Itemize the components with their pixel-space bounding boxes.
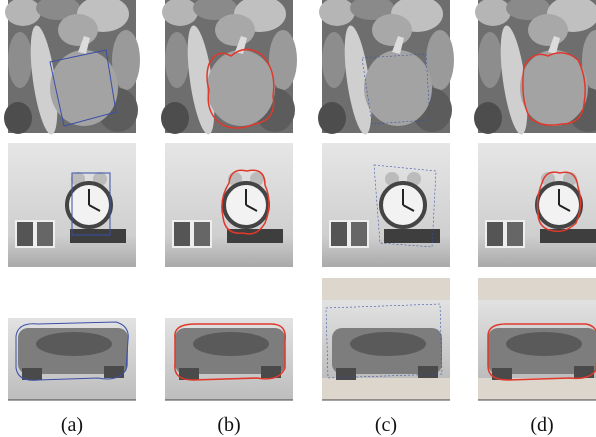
photo-frame	[486, 221, 504, 247]
pepper-shape	[215, 14, 255, 46]
tray-well	[506, 332, 582, 356]
pepper-shape	[474, 102, 502, 134]
tray-foot	[22, 368, 42, 380]
photo-frame	[36, 221, 54, 247]
clock-image	[165, 143, 293, 267]
tray-image	[478, 278, 596, 400]
tray-foot	[336, 368, 356, 380]
tray-well	[350, 332, 426, 356]
pepper-image	[161, 0, 297, 136]
pepper-shape	[58, 14, 98, 46]
photo-frame	[506, 221, 524, 247]
book	[540, 229, 596, 243]
pepper-shape	[318, 102, 346, 134]
pepper-shape	[165, 32, 189, 88]
tray-foot	[418, 366, 438, 378]
main-pepper	[364, 50, 432, 126]
book	[70, 229, 126, 243]
book	[227, 229, 283, 243]
caption: (c)	[375, 414, 397, 436]
pepper-shape	[4, 102, 32, 134]
page: (a)(b)(c)(d) (() => { const data = JSON.…	[0, 0, 596, 437]
clock-image	[8, 143, 136, 267]
pepper-image	[318, 0, 454, 136]
pepper-shape	[322, 32, 346, 88]
photo-frame	[350, 221, 368, 247]
tray-well	[193, 332, 269, 356]
photo-frame	[173, 221, 191, 247]
tray-image	[165, 318, 293, 400]
pepper-shape	[478, 32, 502, 88]
pepper-image	[4, 0, 140, 136]
main-pepper	[520, 50, 588, 126]
clock-image	[322, 143, 450, 267]
tray-well	[36, 332, 112, 356]
photo-frame	[16, 221, 34, 247]
tray-image	[8, 318, 136, 400]
caption: (b)	[217, 414, 240, 436]
photo-frame	[193, 221, 211, 247]
pepper-shape	[161, 102, 189, 134]
tray-foot	[104, 366, 124, 378]
caption: (d)	[530, 414, 553, 436]
pepper-shape	[528, 14, 568, 46]
pepper-shape	[8, 32, 32, 88]
main-pepper	[207, 50, 275, 126]
tray-image	[322, 278, 450, 400]
pepper-shape	[372, 14, 412, 46]
clock-image	[478, 143, 596, 267]
book	[384, 229, 440, 243]
figure: (a) (b) (c) (d)	[0, 0, 596, 437]
pepper-image	[474, 0, 596, 136]
photo-frame	[330, 221, 348, 247]
tray-foot	[574, 366, 594, 378]
caption: (a)	[61, 414, 83, 436]
